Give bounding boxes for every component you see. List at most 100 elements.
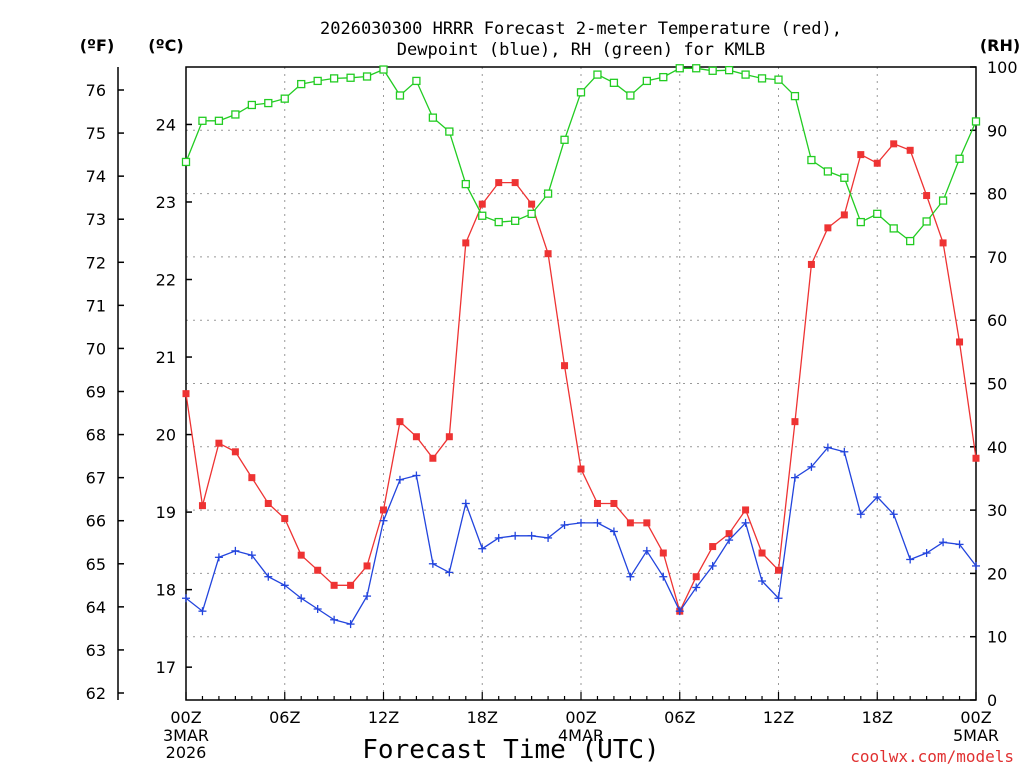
dewpoint-point xyxy=(922,549,931,558)
x-tick-date-label: 5MAR xyxy=(953,726,999,745)
dewpoint-point xyxy=(807,462,816,471)
rh-tick-label: 90 xyxy=(987,121,1007,140)
f-tick-label: 66 xyxy=(86,512,106,531)
x-tick-label: 12Z xyxy=(763,708,794,727)
temperature-point xyxy=(396,418,404,426)
c-tick-label: 21 xyxy=(156,348,176,367)
rh-tick-label: 20 xyxy=(987,564,1007,583)
dewpoint-point xyxy=(182,594,190,603)
rh-point xyxy=(543,189,553,198)
f-tick-label: 70 xyxy=(86,339,106,358)
rh-tick-label: 30 xyxy=(987,501,1007,520)
temperature-point xyxy=(742,506,750,514)
unit-label-rh: (RH) xyxy=(980,36,1020,55)
rh-point xyxy=(527,209,536,219)
temperature-point xyxy=(758,549,766,557)
temperature-point xyxy=(429,454,437,462)
temperature-point xyxy=(511,179,519,187)
f-tick-label: 67 xyxy=(86,469,106,488)
x-tick-label: 06Z xyxy=(664,708,695,727)
temperature-point xyxy=(495,179,503,187)
rh-point xyxy=(626,91,635,100)
x-tick-label: 00Z xyxy=(565,708,596,727)
temperature-point xyxy=(857,151,865,159)
rh-point xyxy=(231,110,240,119)
x-tick-date-label: 4MAR xyxy=(558,726,604,745)
x-tick-date-label: 2026 xyxy=(166,743,207,762)
rh-point xyxy=(642,76,651,86)
temperature-point xyxy=(462,239,470,247)
rh-tick-label: 100 xyxy=(987,58,1018,77)
temperature-point xyxy=(577,465,585,473)
rh-point xyxy=(840,173,849,182)
rh-point xyxy=(593,70,602,79)
rh-point xyxy=(889,224,898,233)
dewpoint-point xyxy=(856,510,865,519)
temperature-point xyxy=(824,224,832,232)
temperature-point xyxy=(347,581,355,589)
temperature-point xyxy=(412,433,420,441)
rh-tick-label: 40 xyxy=(987,438,1007,457)
dewpoint-point xyxy=(708,561,717,570)
rh-tick-label: 70 xyxy=(987,248,1007,267)
dewpoint-point xyxy=(395,475,404,484)
dewpoint-point xyxy=(412,471,421,480)
temperature-point xyxy=(923,192,931,200)
temperature-point xyxy=(939,239,947,247)
rh-point xyxy=(395,91,405,100)
rh-tick-label: 50 xyxy=(987,375,1007,394)
unit-label-fahrenheit: (ºF) xyxy=(80,36,115,55)
c-tick-label: 20 xyxy=(156,426,176,445)
rh-point xyxy=(692,64,701,73)
temperature-point xyxy=(248,474,256,482)
rh-point xyxy=(971,117,981,126)
temperature-point xyxy=(626,519,634,527)
rh-point xyxy=(478,211,487,220)
dewpoint-point xyxy=(823,443,832,452)
rh-tick-label: 10 xyxy=(987,628,1007,647)
rh-point xyxy=(511,216,520,225)
rh-point xyxy=(297,79,306,89)
dewpoint-point xyxy=(297,594,306,603)
rh-point xyxy=(346,73,355,82)
chart-title-line1: 2026030300 HRRR Forecast 2-meter Tempera… xyxy=(320,19,842,39)
rh-point xyxy=(659,72,668,82)
axes xyxy=(117,66,977,701)
dewpoint-point xyxy=(527,531,536,540)
dewpoint-point xyxy=(445,568,454,577)
rh-tick-label: 80 xyxy=(987,185,1007,204)
rh-point xyxy=(428,113,438,122)
dewpoint-point xyxy=(214,553,223,562)
x-tick-label: 06Z xyxy=(269,708,300,727)
rh-point xyxy=(264,98,273,108)
temperature-point xyxy=(561,362,569,370)
temperature-point xyxy=(297,551,305,559)
unit-label-celsius: (ºC) xyxy=(148,36,183,55)
dewpoint-point xyxy=(264,572,273,581)
x-tick-label: 18Z xyxy=(862,708,893,727)
dewpoint-point xyxy=(363,592,372,601)
temperature-point xyxy=(610,499,618,507)
temperature-point xyxy=(593,499,601,507)
dewpoint-point xyxy=(626,572,635,581)
c-tick-label: 17 xyxy=(156,658,176,677)
temperature-point xyxy=(692,573,700,581)
dewpoint-point xyxy=(906,555,915,564)
chart-title-line2: Dewpoint (blue), RH (green) for KMLB xyxy=(397,40,765,60)
dewpoint-point xyxy=(692,583,701,592)
rh-point xyxy=(906,236,915,246)
dewpoint-point xyxy=(346,620,355,629)
dewpoint-point xyxy=(494,533,503,542)
x-tick-date-label: 3MAR xyxy=(163,726,209,745)
rh-tick-label: 0 xyxy=(987,691,997,710)
dewpoint-point xyxy=(889,510,898,519)
f-tick-label: 65 xyxy=(86,555,106,574)
rh-point xyxy=(494,217,503,227)
rh-point xyxy=(313,76,322,86)
temperature-point xyxy=(807,260,815,268)
temperature-point xyxy=(956,338,964,346)
rh-point xyxy=(445,127,454,136)
f-tick-label: 64 xyxy=(86,598,106,617)
f-tick-label: 63 xyxy=(86,641,106,660)
c-tick-label: 19 xyxy=(156,503,176,522)
